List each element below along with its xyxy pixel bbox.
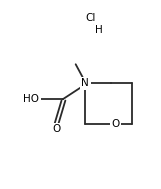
Text: N: N bbox=[81, 78, 89, 88]
Text: O: O bbox=[52, 124, 60, 134]
Text: Cl: Cl bbox=[85, 13, 95, 23]
Text: HO: HO bbox=[23, 94, 39, 104]
Text: H: H bbox=[95, 25, 103, 35]
Text: O: O bbox=[112, 119, 120, 129]
